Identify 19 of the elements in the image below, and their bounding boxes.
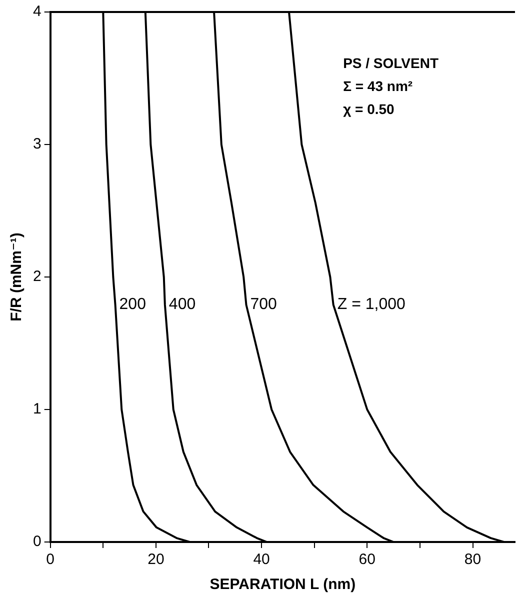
x-tick-label: 20 (148, 551, 164, 568)
series-label: Z = 1,000 (337, 296, 406, 314)
series-label: 700 (250, 296, 278, 314)
y-axis-title: F/R (mNm⁻¹) (8, 232, 26, 322)
y-tick-label: 3 (33, 136, 42, 153)
series-label: 200 (119, 296, 146, 314)
y-tick-label: 2 (33, 268, 42, 286)
x-tick-label: 0 (46, 551, 55, 568)
series-label: 400 (168, 296, 196, 314)
y-tick-label: 1 (33, 400, 42, 418)
annotation: χ = 0.50 (343, 100, 395, 117)
x-tick-label: 40 (253, 551, 270, 568)
x-axis-title: SEPARATION L (nm) (210, 576, 356, 594)
x-tick-label: 80 (464, 551, 482, 568)
y-tick-label: 0 (33, 533, 42, 550)
x-tick-label: 60 (358, 551, 376, 568)
annotation: PS / SOLVENT (343, 54, 439, 71)
annotation: Σ = 43 nm² (343, 78, 413, 94)
y-tick-label: 4 (33, 3, 42, 20)
